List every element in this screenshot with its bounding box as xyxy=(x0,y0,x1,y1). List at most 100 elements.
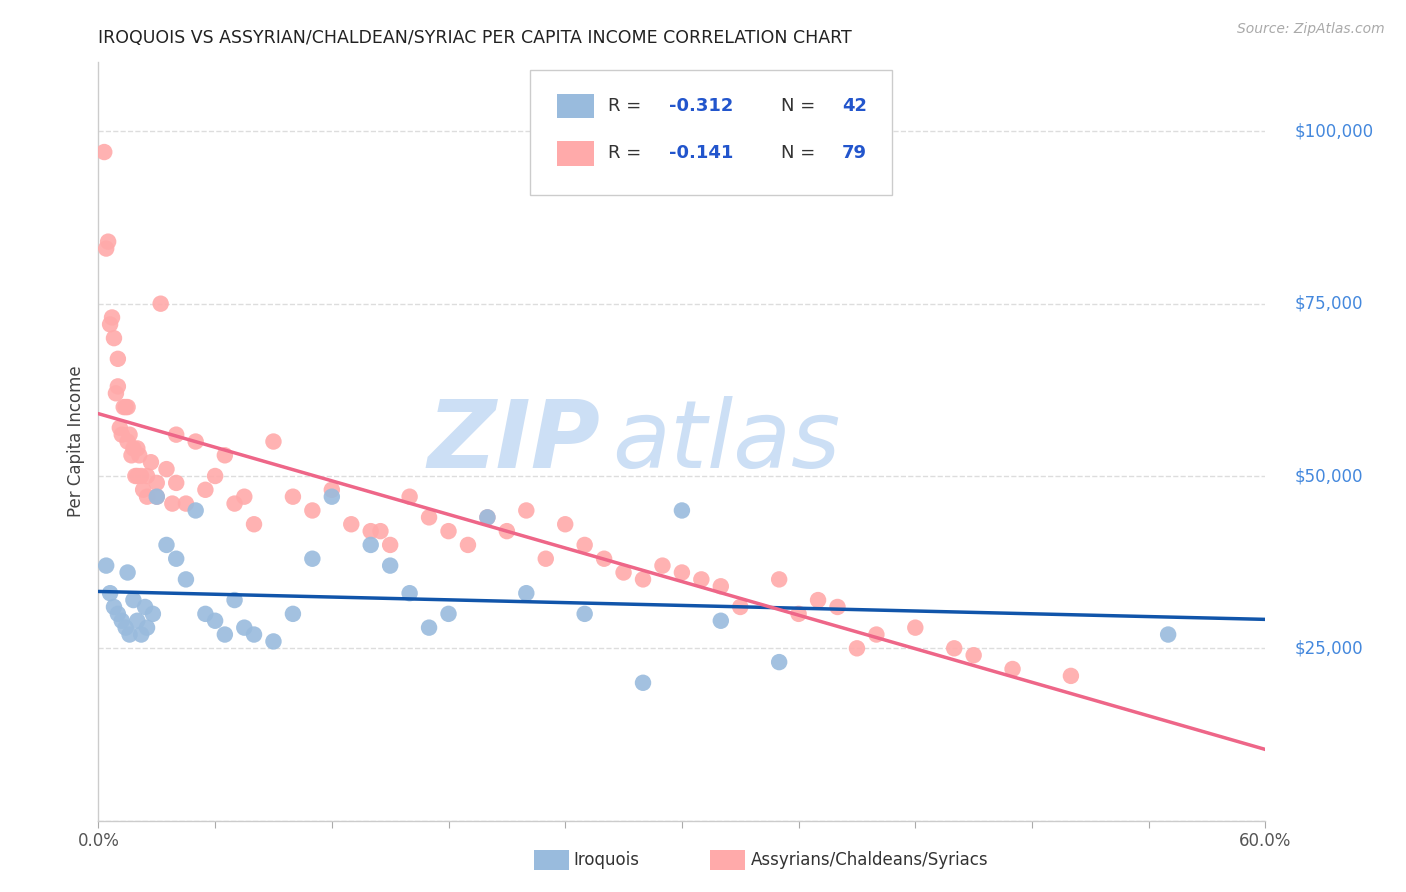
Point xyxy=(122,593,145,607)
Point xyxy=(184,503,207,517)
Point xyxy=(340,517,363,532)
Point xyxy=(233,490,256,504)
Point xyxy=(139,455,162,469)
Point xyxy=(768,655,790,669)
Text: $50,000: $50,000 xyxy=(1295,467,1362,485)
Point xyxy=(149,296,172,310)
Point xyxy=(165,475,187,490)
Point xyxy=(103,331,125,345)
Point xyxy=(136,490,159,504)
Text: R =: R = xyxy=(609,145,647,162)
Point xyxy=(398,490,420,504)
Point xyxy=(162,497,184,511)
Point xyxy=(98,318,121,332)
Point xyxy=(103,599,125,614)
Point xyxy=(321,483,343,497)
Point xyxy=(943,641,966,656)
Point xyxy=(437,607,460,621)
Point xyxy=(865,627,887,641)
Point xyxy=(134,599,156,614)
Point xyxy=(114,621,136,635)
Point xyxy=(301,503,323,517)
Point xyxy=(730,599,752,614)
Text: ZIP: ZIP xyxy=(427,395,600,488)
Text: $100,000: $100,000 xyxy=(1295,122,1374,140)
Point xyxy=(243,517,266,532)
Point xyxy=(136,469,159,483)
Point xyxy=(671,566,693,580)
Point xyxy=(631,573,654,587)
Point xyxy=(301,551,323,566)
Bar xyxy=(557,141,595,166)
Point xyxy=(827,599,849,614)
Point xyxy=(281,490,304,504)
Point xyxy=(534,551,557,566)
Text: Source: ZipAtlas.com: Source: ZipAtlas.com xyxy=(1237,22,1385,37)
Point xyxy=(612,566,634,580)
Point xyxy=(437,524,460,538)
Point xyxy=(107,607,129,621)
Point xyxy=(132,483,155,497)
Point xyxy=(104,386,127,401)
Text: $25,000: $25,000 xyxy=(1295,640,1364,657)
Point xyxy=(155,462,177,476)
Point xyxy=(127,442,149,456)
Point xyxy=(243,627,266,641)
Point xyxy=(651,558,673,573)
Point xyxy=(136,621,159,635)
Point xyxy=(418,621,440,635)
Bar xyxy=(557,94,595,118)
Point xyxy=(101,310,124,325)
Point xyxy=(107,351,129,366)
Point xyxy=(146,490,169,504)
Point xyxy=(281,607,304,621)
Point xyxy=(204,469,226,483)
Text: atlas: atlas xyxy=(612,396,841,487)
Point xyxy=(142,607,165,621)
Text: -0.141: -0.141 xyxy=(669,145,734,162)
Point xyxy=(204,614,226,628)
Point xyxy=(418,510,440,524)
Point xyxy=(112,400,135,414)
Point xyxy=(515,503,537,517)
Point xyxy=(380,558,402,573)
Point xyxy=(96,242,118,256)
Point xyxy=(214,448,236,462)
Point xyxy=(1157,627,1180,641)
Point xyxy=(380,538,402,552)
Point xyxy=(224,593,246,607)
Point xyxy=(515,586,537,600)
Point xyxy=(477,510,499,524)
Point xyxy=(768,573,790,587)
Point xyxy=(111,427,134,442)
Point xyxy=(593,551,616,566)
Point xyxy=(262,634,284,648)
Point xyxy=(129,469,152,483)
Point xyxy=(165,427,187,442)
Text: Assyrians/Chaldeans/Syriacs: Assyrians/Chaldeans/Syriacs xyxy=(751,851,988,869)
Point xyxy=(321,490,343,504)
Point xyxy=(146,475,169,490)
Text: N =: N = xyxy=(782,96,821,115)
Point xyxy=(1001,662,1024,676)
Point xyxy=(710,579,733,593)
Point xyxy=(107,379,129,393)
Point xyxy=(574,607,596,621)
Point xyxy=(807,593,830,607)
Point xyxy=(127,469,149,483)
Point xyxy=(194,607,217,621)
Point xyxy=(194,483,217,497)
Point xyxy=(117,400,139,414)
Point xyxy=(233,621,256,635)
Point xyxy=(117,566,139,580)
Point xyxy=(477,510,499,524)
Point xyxy=(574,538,596,552)
Point xyxy=(128,448,150,462)
Point xyxy=(845,641,868,656)
Point xyxy=(370,524,392,538)
FancyBboxPatch shape xyxy=(530,70,891,195)
Point xyxy=(787,607,810,621)
Text: Iroquois: Iroquois xyxy=(574,851,640,869)
Point xyxy=(1060,669,1083,683)
Point xyxy=(122,442,145,456)
